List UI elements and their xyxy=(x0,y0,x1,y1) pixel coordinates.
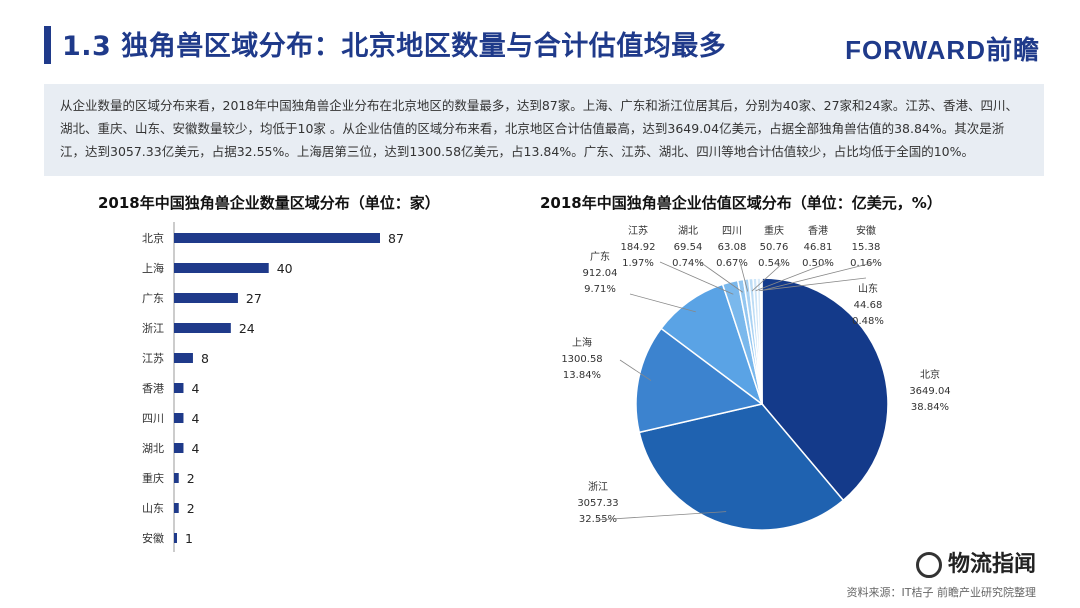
bar-category-label: 北京 xyxy=(142,231,164,245)
bar-value-label: 4 xyxy=(191,441,199,456)
summary-text: 从企业数量的区域分布来看，2018年中国独角兽企业分布在北京地区的数量最多，达到… xyxy=(44,84,1044,176)
bar-value-label: 8 xyxy=(201,351,209,366)
pie-slice-label: 香港 xyxy=(808,225,828,237)
pie-slice-label: 上海 xyxy=(572,336,592,349)
bar xyxy=(174,293,238,303)
pie-leader-line xyxy=(699,261,743,293)
pie-leader-line xyxy=(755,261,831,292)
pie-leader-line xyxy=(629,293,696,313)
bar xyxy=(174,353,193,363)
pie-slice-label: 广东 xyxy=(590,250,610,263)
pie-leader-line xyxy=(595,511,727,521)
pie-slice xyxy=(638,403,845,531)
pie-slice-percent: 0.48% xyxy=(852,316,884,327)
bar-value-label: 4 xyxy=(191,381,199,396)
pie-leader-line xyxy=(751,261,785,292)
watermark-text: 物流指闻 xyxy=(947,552,1036,577)
pie-slice-percent: 38.84% xyxy=(911,402,949,413)
bar xyxy=(174,413,184,423)
bar xyxy=(174,533,177,543)
pie-leader-line xyxy=(761,261,877,291)
pie-slice-percent: 0.50% xyxy=(802,258,834,269)
title-accent-bar xyxy=(44,26,51,64)
pie-slice-value: 63.08 xyxy=(718,242,747,253)
pie-slice-label: 浙江 xyxy=(588,481,608,493)
pie-slice-label: 安徽 xyxy=(856,224,876,237)
bar-category-label: 广东 xyxy=(142,292,164,305)
bar-category-label: 重庆 xyxy=(142,471,164,485)
pie-slice-value: 46.81 xyxy=(804,242,833,253)
bar-value-label: 4 xyxy=(191,411,199,426)
pie-leader-line xyxy=(619,359,652,381)
pie-leader-line xyxy=(759,277,867,292)
pie-slice-value: 50.76 xyxy=(760,242,789,253)
pie-leader-line xyxy=(739,261,749,292)
pie-slice xyxy=(635,327,764,434)
bar-category-label: 湖北 xyxy=(142,442,164,455)
pie-slice-value: 15.38 xyxy=(852,242,881,253)
pie-slice xyxy=(759,277,763,405)
bar-category-label: 山东 xyxy=(142,502,164,515)
pie-slice-label: 江苏 xyxy=(628,224,648,237)
pie-slice-label: 北京 xyxy=(920,368,940,381)
bar-value-label: 2 xyxy=(187,471,195,486)
bar-category-label: 四川 xyxy=(142,412,164,425)
pie-slice-percent: 0.67% xyxy=(716,258,748,269)
pie-slice-value: 69.54 xyxy=(674,242,703,253)
page-title: 1.3 独角兽区域分布：北京地区数量与合计估值均最多 xyxy=(62,31,727,62)
bar-chart: 北京 87 上海 40 广东 27 浙江 24 江苏 8 香港 4 四川 4 湖北 4 重庆 2 山东 2 安徽 1 xyxy=(142,222,404,552)
bar-value-label: 1 xyxy=(185,531,193,546)
watermark: 物流指闻 xyxy=(915,546,1036,578)
bar-category-label: 上海 xyxy=(142,261,164,275)
bar-value-label: 2 xyxy=(187,501,195,516)
pie-slice-percent: 1.97% xyxy=(622,258,654,269)
bar-value-label: 87 xyxy=(388,231,404,246)
pie-slice-value: 3057.33 xyxy=(577,498,618,509)
pie-slice xyxy=(761,277,889,502)
bar-category-label: 浙江 xyxy=(142,322,164,335)
bar-category-label: 安徽 xyxy=(142,531,164,545)
pie-slice-value: 3649.04 xyxy=(909,386,950,397)
pie-slice-label: 重庆 xyxy=(764,224,784,237)
bar-category-label: 江苏 xyxy=(142,352,164,365)
bar-value-label: 27 xyxy=(246,291,262,306)
bar-value-label: 24 xyxy=(239,321,255,336)
bar xyxy=(174,443,184,453)
bar xyxy=(174,473,179,483)
pie-slice-label: 山东 xyxy=(858,282,878,295)
pie-slice-value: 184.92 xyxy=(621,242,656,253)
pie-chart: 北京3649.0438.84%浙江3057.3332.55%上海1300.581… xyxy=(561,224,951,531)
pie-slice-percent: 0.54% xyxy=(758,258,790,269)
pie-slice-value: 912.04 xyxy=(583,268,618,279)
bar-category-label: 香港 xyxy=(142,382,164,395)
bar xyxy=(174,503,179,513)
bar xyxy=(174,383,184,393)
pie-leader-line xyxy=(659,261,734,295)
bar xyxy=(174,233,380,243)
pie-slice-percent: 0.74% xyxy=(672,258,704,269)
pie-slice-value: 1300.58 xyxy=(561,354,602,365)
wechat-icon xyxy=(915,552,942,578)
pie-slice-value: 44.68 xyxy=(854,300,883,311)
forward-logo: FORWARD前瞻 xyxy=(845,35,1040,65)
bar-value-label: 40 xyxy=(277,261,293,276)
bar xyxy=(174,263,269,273)
pie-slice-label: 湖北 xyxy=(678,225,698,237)
pie-chart-title: 2018年中国独角兽企业估值区域分布（单位：亿美元，%） xyxy=(540,194,942,212)
pie-slice-percent: 9.71% xyxy=(584,284,616,295)
pie-slice-label: 四川 xyxy=(722,226,742,237)
source-note: 资料来源：IT桔子 前瞻产业研究院整理 xyxy=(846,586,1036,599)
bar xyxy=(174,323,231,333)
bar-chart-title: 2018年中国独角兽企业数量区域分布（单位：家） xyxy=(98,194,440,212)
pie-slice-percent: 0.16% xyxy=(850,258,882,269)
pie-slice-percent: 13.84% xyxy=(563,370,601,381)
pie-slice xyxy=(660,283,764,407)
